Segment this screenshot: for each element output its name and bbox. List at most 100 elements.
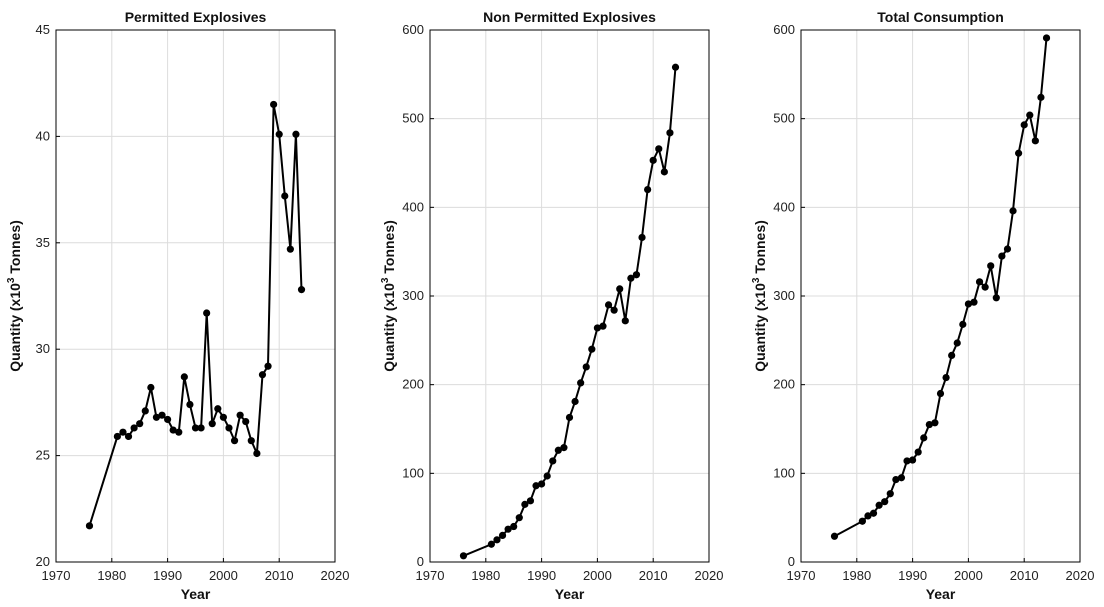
- chart-3-data-point: [875, 501, 883, 509]
- chart-1-data-point: [136, 420, 144, 428]
- chart-3-data-point: [892, 475, 900, 484]
- chart-1-x-tick-label: 1980: [97, 568, 126, 583]
- chart-1-data-point: [214, 405, 222, 413]
- chart-1-x-tick-label: 2000: [209, 568, 238, 583]
- chart-3-data-point: [998, 252, 1006, 260]
- chart-2-data-point: [582, 363, 590, 371]
- chart-3-data-point: [864, 512, 872, 520]
- chart-3-data-point: [869, 509, 878, 517]
- chart-3: 1970 1980 1990 2000 2010 2020 0 100 200 300 400 500…: [751, 9, 1094, 602]
- chart-3-data-point: [942, 373, 950, 382]
- chart-1-data-point: [119, 428, 127, 436]
- chart-2: 1970 1980 1990 2000 2010 2020 0 100 200 300 400 500…: [380, 9, 723, 602]
- chart-2-x-tick-label: 2000: [583, 568, 612, 583]
- chart-2-y-tick-label: 400: [402, 199, 424, 214]
- chart-1-data-point: [292, 130, 300, 138]
- chart-1-y-axis-label: Quantity (x103 Tonnes): [6, 220, 23, 372]
- chart-3-y-axis-label: Quantity (x103 Tonnes): [751, 220, 768, 372]
- chart-2-x-tick-label: 1970: [416, 568, 445, 583]
- chart-2-data-point: [493, 536, 501, 544]
- chart-3-x-tick-label: 2010: [1010, 568, 1039, 583]
- chart-2-data-point: [621, 317, 629, 325]
- chart-2-title: Non Permitted Explosives: [483, 9, 656, 25]
- chart-1-data-point: [275, 130, 283, 138]
- chart-2-data-point: [487, 540, 495, 548]
- chart-3-y-tick-label: 300: [773, 288, 795, 303]
- chart-2-data-point: [459, 552, 468, 560]
- chart-3-data-point: [992, 294, 1000, 302]
- chart-2-y-tick-label: 300: [402, 288, 424, 303]
- chart-2-data-point: [549, 457, 557, 465]
- chart-3-data-point: [1031, 137, 1039, 145]
- chart-1-x-tick-label: 2020: [321, 568, 350, 583]
- chart-1-x-tick-label: 2010: [265, 568, 294, 583]
- chart-3-title: Total Consumption: [877, 9, 1004, 25]
- chart-1-data-point: [264, 362, 272, 370]
- chart-2-data-point: [504, 525, 512, 533]
- chart-2-data-point: [638, 233, 646, 242]
- chart-1-data-point: [152, 413, 161, 421]
- chart-3-data-point: [1042, 34, 1051, 42]
- chart-3-data-point: [970, 298, 978, 306]
- chart-1-data-point: [258, 371, 267, 379]
- chart-1-data-point: [297, 286, 306, 294]
- chart-3-data-point: [920, 434, 928, 442]
- chart-1-data-point: [286, 245, 294, 253]
- chart-3-x-tick-label: 1970: [787, 568, 816, 583]
- chart-1-y-tick-label: 25: [36, 448, 50, 463]
- chart-1-data-point: [225, 424, 233, 432]
- chart-3-data-point: [881, 498, 889, 506]
- chart-2-data-point: [627, 274, 635, 282]
- chart-1-data-point: [141, 407, 149, 415]
- chart-1-data-point: [85, 522, 94, 530]
- chart-1-data-point: [281, 192, 289, 200]
- chart-2-data-point: [510, 522, 518, 531]
- chart-1-data-point: [242, 417, 250, 426]
- chart-3-x-tick-label: 1980: [842, 568, 871, 583]
- chart-3-data-point: [909, 456, 917, 464]
- chart-1-x-tick-label: 1990: [153, 568, 182, 583]
- chart-2-data-point: [565, 413, 574, 422]
- chart-1-data-point: [270, 100, 278, 109]
- chart-2-y-tick-label: 100: [402, 465, 424, 480]
- chart-3-x-axis-label: Year: [926, 586, 956, 602]
- chart-2-data-point: [515, 514, 523, 522]
- chart-3-data-point: [925, 420, 933, 429]
- chart-2-data-point: [610, 306, 618, 314]
- chart-3-data-point: [964, 300, 973, 308]
- chart-3-data-point: [897, 474, 906, 482]
- chart-3-data-point: [1026, 111, 1034, 119]
- chart-1-data-point: [169, 426, 177, 434]
- chart-3-data-point: [886, 490, 894, 498]
- chart-3-data-point: [936, 389, 945, 398]
- chart-3-data-point: [1037, 93, 1045, 101]
- chart-3-data-point: [975, 278, 984, 286]
- chart-2-y-tick-label: 600: [402, 22, 424, 37]
- chart-3-data-point: [931, 419, 939, 427]
- chart-1-data-point: [219, 413, 227, 421]
- chart-1-y-tick-label: 35: [36, 235, 50, 250]
- chart-1-data-point: [236, 411, 244, 419]
- chart-2-data-point: [554, 446, 562, 454]
- chart-2-data-point: [571, 397, 579, 406]
- chart-2-data-point: [649, 156, 657, 164]
- chart-1-data-point: [130, 424, 138, 432]
- chart-3-x-tick-label: 2020: [1066, 568, 1095, 583]
- chart-3-data-point: [981, 283, 989, 291]
- chart-3-data-point: [987, 262, 995, 270]
- chart-1-y-tick-label: 20: [36, 554, 50, 569]
- chart-1-data-point: [180, 373, 188, 381]
- chart-2-data-point: [666, 129, 674, 137]
- chart-1-axes-frame: [55, 29, 336, 563]
- chart-2-y-tick-label: 200: [402, 377, 424, 392]
- chart-1-data-point: [164, 415, 172, 424]
- chart-2-y-tick-label: 0: [417, 554, 424, 569]
- chart-2-data-point: [532, 482, 540, 490]
- chart-2-y-tick-label: 500: [402, 111, 424, 126]
- chart-2-data-point: [616, 285, 624, 293]
- chart-1-data-point: [208, 420, 216, 428]
- chart-3-y-tick-label: 400: [773, 199, 795, 214]
- chart-1-y-tick-label: 45: [36, 22, 50, 37]
- chart-2-x-tick-label: 1990: [527, 568, 556, 583]
